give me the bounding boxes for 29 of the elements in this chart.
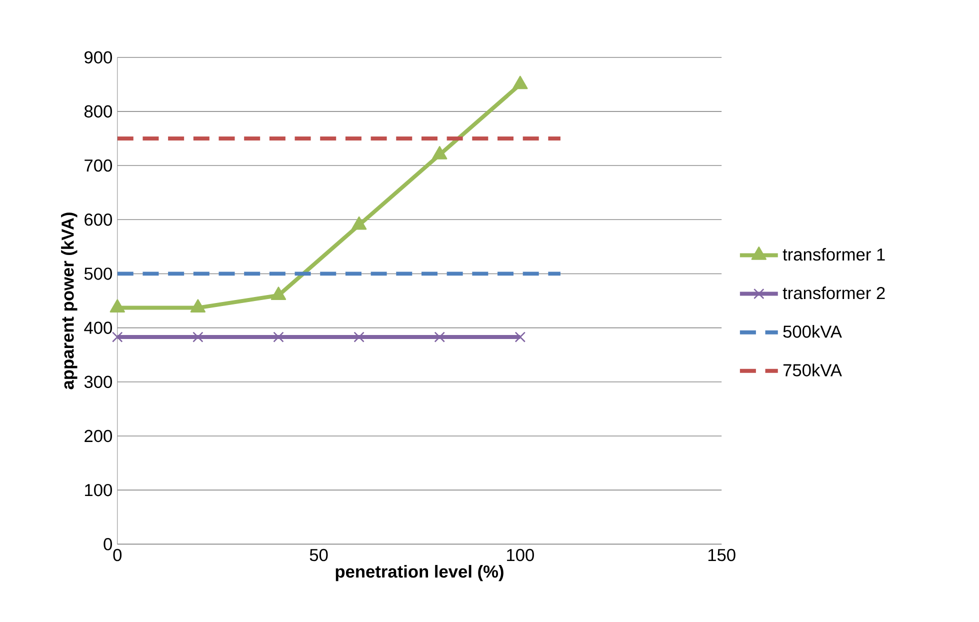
x-tick-label: 0 bbox=[113, 549, 122, 562]
y-tick-label: 900 bbox=[84, 51, 112, 64]
y-tick-label: 100 bbox=[85, 484, 112, 496]
y-tick-label: 400 bbox=[84, 322, 112, 334]
x-axis-title: penetration level (%) bbox=[336, 565, 504, 582]
legend-label: 500kVA bbox=[783, 325, 842, 338]
point bbox=[273, 332, 284, 343]
y-axis-title: apparent power (kVA) bbox=[61, 212, 78, 390]
legend-label: 750kVA bbox=[783, 364, 842, 377]
point bbox=[354, 332, 364, 343]
point bbox=[192, 332, 204, 343]
x-tick-label: 150 bbox=[708, 549, 736, 562]
point bbox=[112, 332, 123, 343]
x-tick-label: 100 bbox=[507, 549, 534, 562]
legend-label: transformer 1 bbox=[782, 248, 885, 261]
y-tick-label: 200 bbox=[84, 430, 112, 442]
legend-label: transformer 2 bbox=[782, 286, 885, 300]
y-tick-label: 500 bbox=[84, 268, 112, 280]
y-tick-label: 0 bbox=[104, 538, 112, 551]
y-tick-label: 700 bbox=[84, 160, 112, 172]
point bbox=[514, 332, 526, 343]
y-tick-label: 600 bbox=[84, 214, 112, 226]
x-tick-label: 50 bbox=[310, 549, 328, 562]
y-tick-label: 800 bbox=[84, 106, 112, 118]
point bbox=[434, 332, 446, 343]
y-tick-label: 300 bbox=[84, 376, 112, 388]
point bbox=[512, 76, 528, 90]
point bbox=[432, 146, 448, 160]
point bbox=[351, 216, 367, 230]
